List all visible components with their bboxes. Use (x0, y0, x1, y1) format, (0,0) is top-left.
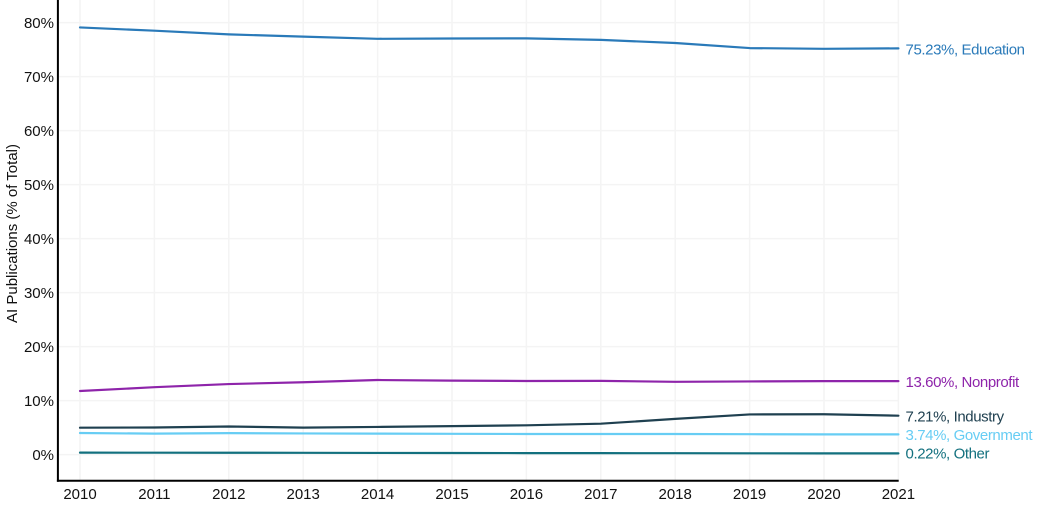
svg-text:30%: 30% (24, 285, 54, 302)
svg-text:2017: 2017 (584, 486, 617, 503)
svg-text:0%: 0% (32, 447, 54, 464)
svg-text:2011: 2011 (138, 486, 170, 503)
svg-text:AI Publications (% of Total): AI Publications (% of Total) (4, 144, 21, 323)
svg-text:40%: 40% (24, 231, 54, 248)
svg-text:3.74%, Government: 3.74%, Government (906, 427, 1034, 444)
svg-text:2014: 2014 (361, 486, 394, 503)
svg-text:60%: 60% (24, 123, 54, 140)
svg-text:13.60%, Nonprofit: 13.60%, Nonprofit (906, 374, 1021, 391)
svg-text:2020: 2020 (807, 486, 840, 503)
svg-text:80%: 80% (24, 15, 54, 32)
svg-text:2012: 2012 (212, 486, 245, 503)
svg-text:70%: 70% (24, 69, 54, 86)
svg-text:75.23%, Education: 75.23%, Education (906, 41, 1025, 58)
svg-text:2010: 2010 (63, 486, 96, 503)
svg-text:50%: 50% (24, 177, 54, 194)
svg-text:2021: 2021 (882, 486, 915, 503)
svg-text:7.21%, Industry: 7.21%, Industry (906, 409, 1005, 426)
svg-text:2018: 2018 (659, 486, 692, 503)
svg-text:2013: 2013 (287, 486, 320, 503)
svg-text:2016: 2016 (510, 486, 543, 503)
svg-text:0.22%, Other: 0.22%, Other (906, 446, 990, 463)
svg-text:2015: 2015 (435, 486, 468, 503)
svg-text:2019: 2019 (733, 486, 766, 503)
svg-text:20%: 20% (24, 339, 54, 356)
svg-text:10%: 10% (24, 393, 54, 410)
